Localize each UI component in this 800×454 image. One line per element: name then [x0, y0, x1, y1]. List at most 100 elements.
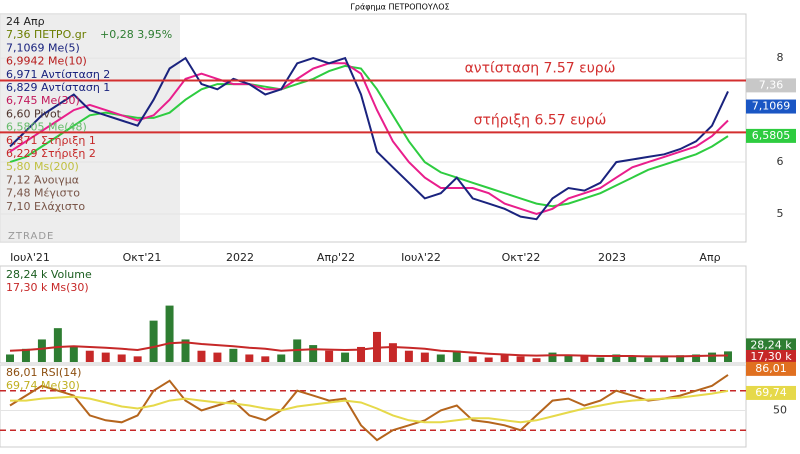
- volume-bar: [229, 348, 238, 362]
- volume-bar: [692, 354, 701, 362]
- legend-entry: 7,1069 Me(5): [6, 41, 80, 54]
- volume-bar: [612, 354, 621, 362]
- volume-bar: [277, 354, 286, 362]
- value-marker: [746, 338, 796, 353]
- x-tick-label: 2022: [226, 251, 254, 264]
- volume-bar: [500, 354, 509, 362]
- volume-bar: [564, 354, 573, 362]
- volume-bar: [117, 354, 126, 362]
- legend-entry: 6,971 Αντίσταση 2: [6, 68, 110, 81]
- legend-entry: 24 Απρ: [6, 15, 45, 28]
- legend-entry: 7,12 Άνοιγμα: [6, 173, 79, 186]
- volume-bar: [325, 350, 334, 362]
- volume-bar: [468, 356, 477, 362]
- legend-entry: 6,229 Στήριξη 2: [6, 147, 96, 160]
- volume-bar: [85, 350, 94, 362]
- value-marker-label: 69,74: [755, 386, 787, 399]
- volume-bar: [596, 357, 605, 362]
- legend-entry: 7,36 ΠΕΤΡΟ.gr: [6, 28, 87, 41]
- volume-bar: [660, 356, 669, 362]
- legend-entry: 69,74 Me(30): [6, 379, 80, 392]
- x-tick-label: Οκτ'21: [123, 251, 162, 264]
- value-marker: [746, 99, 796, 114]
- x-tick-label: Οκτ'22: [502, 251, 541, 264]
- volume-bar: [676, 355, 685, 362]
- legend-entry: 7,10 Ελάχιστο: [6, 200, 85, 213]
- volume-bar: [213, 352, 222, 362]
- x-tick-label: Απρ: [699, 251, 720, 264]
- volume-bar: [420, 352, 429, 362]
- volume-bar: [261, 356, 270, 362]
- volume-bar: [6, 354, 14, 362]
- legend-entry: 6,60 Pivot: [6, 107, 62, 120]
- legend-entry: 17,30 k Ms(30): [6, 281, 89, 294]
- x-tick-label: Ιουλ'21: [10, 251, 50, 264]
- watermark: ZTRADE: [8, 231, 54, 242]
- volume-bar: [341, 352, 350, 362]
- value-marker-label: 7,36: [759, 78, 784, 91]
- volume-bar: [101, 352, 110, 362]
- price-panel: [0, 13, 747, 243]
- volume-bar: [133, 356, 142, 362]
- value-marker-label: 6,5805: [752, 129, 791, 142]
- value-marker: [746, 385, 796, 400]
- legend-entry: 7,48 Μέγιστο: [6, 187, 80, 200]
- value-marker: [746, 78, 796, 93]
- series-line: [9, 56, 729, 221]
- series-line: [9, 64, 729, 208]
- volume-bar: [484, 357, 493, 362]
- legend-entry: 6,745 Me(30): [6, 94, 80, 107]
- legend-entry: 5,80 Ms(200): [6, 160, 79, 173]
- volume-bar: [436, 354, 445, 362]
- volume-bar: [724, 351, 732, 362]
- volume-bar: [37, 339, 46, 362]
- y-tick-label: 6: [777, 155, 784, 168]
- level-label: στήριξη 6.57 ευρώ: [474, 112, 607, 128]
- legend-entry: 6,371 Στήριξη 1: [6, 134, 96, 147]
- legend-entry: 6,829 Αντίσταση 1: [6, 81, 110, 94]
- chart-title: Γράφημα ΠΕΤΡΟΠΟΥΛΟΣ: [350, 3, 449, 12]
- x-tick-label: 2023: [598, 251, 626, 264]
- y-tick-label: 50: [773, 403, 787, 416]
- volume-bar: [149, 320, 158, 362]
- volume-bar: [245, 354, 254, 362]
- volume-bar: [628, 356, 637, 362]
- volume-bar: [452, 350, 461, 362]
- volume-bar: [181, 339, 190, 362]
- y-tick-label: 8: [777, 51, 784, 64]
- series-line: [9, 62, 729, 216]
- value-marker: [746, 350, 796, 364]
- value-marker-label: 86,01: [755, 362, 787, 375]
- value-marker-label: 7,1069: [752, 100, 791, 113]
- series-line: [10, 389, 729, 424]
- volume-bar: [309, 345, 318, 362]
- level-label: αντίσταση 7.57 ευρώ: [465, 60, 616, 76]
- x-tick-label: Απρ'22: [317, 251, 355, 264]
- series-line: [9, 341, 729, 358]
- value-marker-label: 17,30 k: [750, 350, 792, 363]
- volume-bar: [357, 346, 366, 362]
- x-tick-label: Ιουλ'22: [401, 251, 441, 264]
- volume-bar: [69, 346, 78, 362]
- volume-bar: [53, 328, 62, 362]
- legend-entry: 6,5805 Me(48): [6, 121, 87, 134]
- series-line: [9, 374, 729, 442]
- volume-bar: [404, 350, 413, 362]
- volume-bar: [644, 357, 653, 362]
- legend-entry: 6,9942 Me(10): [6, 55, 87, 68]
- value-marker-label: 28,24 k: [750, 338, 792, 351]
- legend-entry: 86,01 RSI(14): [6, 366, 81, 379]
- value-marker: [746, 128, 796, 143]
- volume-panel: [0, 265, 747, 364]
- volume-bar: [21, 348, 30, 362]
- volume-bar: [388, 343, 397, 362]
- value-marker: [746, 361, 796, 376]
- volume-bar: [532, 358, 541, 362]
- legend-entry: 28,24 k Volume: [6, 268, 92, 281]
- rsi-panel: [0, 364, 747, 448]
- volume-bar: [548, 352, 557, 362]
- volume-bar: [197, 350, 206, 362]
- legend-change: +0,28 3,95%: [100, 28, 172, 41]
- volume-bar: [516, 356, 525, 362]
